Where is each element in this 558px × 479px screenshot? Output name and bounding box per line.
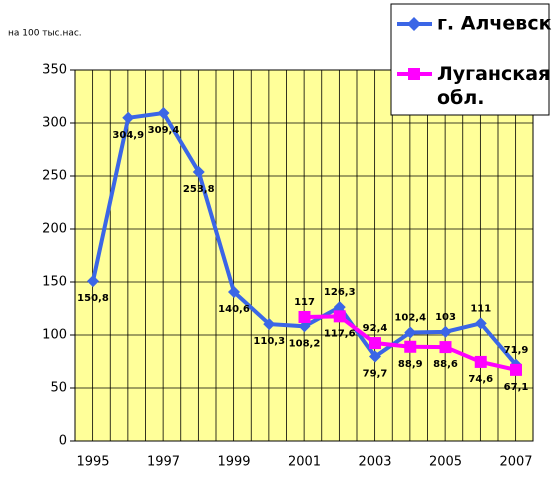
data-label: 88,9 bbox=[398, 359, 423, 370]
data-label: 88,6 bbox=[433, 359, 458, 370]
data-label: 102,4 bbox=[394, 312, 426, 323]
marker bbox=[333, 301, 346, 314]
chart-subtitle: на 100 тыс.нас. bbox=[8, 29, 82, 39]
y-tick-label: 200 bbox=[42, 222, 67, 237]
data-label: 71,9 bbox=[504, 345, 529, 356]
marker bbox=[263, 318, 276, 331]
data-label: 304,9 bbox=[112, 130, 144, 141]
plot-border bbox=[74, 69, 534, 442]
data-label: 111 bbox=[470, 303, 491, 314]
x-tick-label: 1999 bbox=[217, 455, 250, 470]
marker bbox=[369, 337, 381, 350]
y-tick-label: 50 bbox=[50, 381, 67, 396]
marks bbox=[87, 107, 522, 376]
x-tick-label: 2005 bbox=[429, 455, 462, 470]
marker bbox=[510, 363, 522, 376]
legend-marker bbox=[407, 17, 421, 31]
marker bbox=[87, 275, 99, 288]
data-label: 79,7 bbox=[363, 369, 388, 380]
data-label: 110,3 bbox=[253, 336, 285, 347]
data-label: 67,1 bbox=[504, 382, 529, 393]
x-tick-label: 2003 bbox=[358, 455, 391, 470]
marker bbox=[298, 320, 311, 333]
marker bbox=[192, 165, 205, 178]
marker bbox=[404, 326, 417, 339]
x-tick-label: 1995 bbox=[76, 455, 109, 470]
y-tick-label: 350 bbox=[42, 63, 67, 78]
marker bbox=[228, 285, 240, 298]
x-tick-label: 2001 bbox=[288, 455, 321, 470]
y-tick-label: 100 bbox=[42, 328, 67, 343]
legend-label: г. Алчевск bbox=[437, 13, 552, 35]
data-label: 150,8 bbox=[77, 293, 109, 304]
marker bbox=[474, 355, 487, 368]
data-label: 117,6 bbox=[324, 328, 356, 339]
marker bbox=[369, 350, 381, 363]
data-label: 126,3 bbox=[324, 287, 356, 298]
marker bbox=[122, 111, 135, 124]
y-tick-label: 150 bbox=[42, 275, 67, 290]
y-tick-label: 250 bbox=[42, 169, 67, 184]
data-label: 117 bbox=[294, 297, 315, 308]
y-tick-label: 0 bbox=[59, 434, 67, 449]
x-tick-label: 1997 bbox=[147, 455, 180, 470]
data-label: 92,4 bbox=[363, 323, 388, 334]
marker bbox=[298, 310, 311, 323]
marker bbox=[404, 340, 417, 353]
legend-marker bbox=[408, 68, 420, 80]
data-label: 309,4 bbox=[148, 125, 180, 136]
y-tick-label: 300 bbox=[42, 116, 67, 131]
marker bbox=[157, 107, 170, 120]
legend-label: Луганская обл. bbox=[437, 63, 557, 109]
data-label: 140,6 bbox=[218, 304, 250, 315]
data-label: 103 bbox=[435, 312, 456, 323]
data-label: 74,6 bbox=[468, 374, 493, 385]
grid bbox=[70, 69, 534, 442]
marker bbox=[474, 317, 487, 330]
data-label: 253,8 bbox=[183, 184, 215, 195]
marker bbox=[333, 310, 346, 323]
data-label: 108,2 bbox=[289, 338, 321, 349]
marker bbox=[439, 341, 452, 354]
marker bbox=[439, 325, 452, 338]
x-tick-label: 2007 bbox=[499, 455, 532, 470]
